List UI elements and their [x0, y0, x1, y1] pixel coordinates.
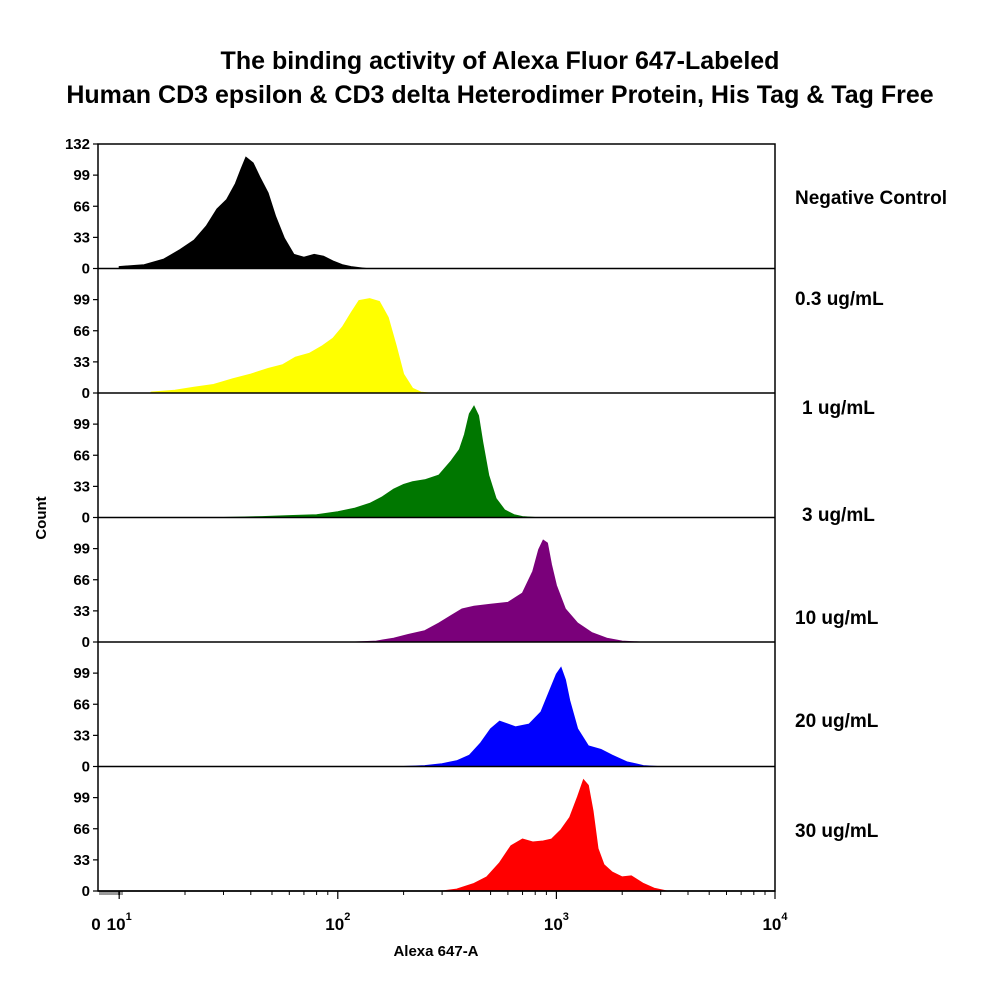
y-tick-label: 66 [73, 572, 90, 589]
y-tick-label: 33 [73, 478, 90, 495]
panel-label-6: 30 ug/mL [795, 821, 879, 842]
y-tick-label: 0 [82, 883, 90, 900]
y-tick-label: 66 [73, 323, 90, 340]
y-tick-label: 33 [73, 727, 90, 744]
histogram-series-3 [355, 539, 775, 643]
y-tick-label: 132 [65, 136, 90, 153]
y-tick-label: 99 [73, 541, 90, 558]
y-tick-label: 0 [82, 759, 90, 776]
panel-label-3: 3 ug/mL [802, 505, 875, 526]
chart-title-line-2: Human CD3 epsilon & CD3 delta Heterodime… [66, 81, 934, 109]
panel-label-1: 0.3 ug/mL [795, 289, 884, 310]
histogram-fills [118, 156, 775, 892]
x-tick-label: 104 [762, 911, 788, 934]
y-tick-label: 66 [73, 696, 90, 713]
panel-label-2: 1 ug/mL [802, 398, 875, 419]
x-tick-label: 103 [544, 911, 569, 934]
y-tick-label: 66 [73, 198, 90, 215]
x-tick-label: 102 [325, 911, 350, 934]
panel-label-5: 20 ug/mL [795, 711, 879, 732]
histogram-series-1 [150, 298, 775, 394]
x-tick-label: 0 [91, 915, 100, 934]
y-tick-label: 66 [73, 447, 90, 464]
histogram-series-5 [442, 778, 775, 892]
y-tick-label: 99 [73, 292, 90, 309]
panel-labels: Negative Control 0.3 ug/mL 1 ug/mL 3 ug/mL 1… [795, 188, 947, 842]
histogram-series-4 [403, 666, 775, 767]
y-tick-label: 66 [73, 821, 90, 838]
y-tick-label: 33 [73, 229, 90, 246]
x-axis: 0 101 102 103 104 [91, 891, 788, 934]
y-tick-label: 99 [73, 416, 90, 433]
x-axis-title: Alexa 647-A [393, 943, 478, 960]
chart-title: The binding activity of Alexa Fluor 647-… [0, 44, 1000, 112]
panel-label-4: 10 ug/mL [795, 608, 879, 629]
panel-label-0: Negative Control [795, 188, 947, 209]
y-axis-title: Count [33, 496, 50, 539]
y-tick-label: 0 [82, 261, 90, 278]
histogram-series-0 [118, 156, 775, 269]
y-tick-label: 99 [73, 790, 90, 807]
chart-title-line-1: The binding activity of Alexa Fluor 647-… [220, 47, 780, 75]
y-axis-ticks: 132 99 66 33 0 99 66 33 0 99 66 33 0 99 66 33 0 99 66 33 0 99… [65, 136, 98, 900]
y-tick-label: 0 [82, 385, 90, 402]
y-tick-label: 99 [73, 665, 90, 682]
histogram-series-2 [223, 405, 775, 518]
x-tick-label: 101 [107, 911, 132, 934]
y-tick-label: 33 [73, 603, 90, 620]
y-tick-label: 0 [82, 510, 90, 527]
y-tick-label: 33 [73, 852, 90, 869]
y-tick-label: 33 [73, 354, 90, 371]
y-tick-label: 99 [73, 167, 90, 184]
y-tick-label: 0 [82, 634, 90, 651]
